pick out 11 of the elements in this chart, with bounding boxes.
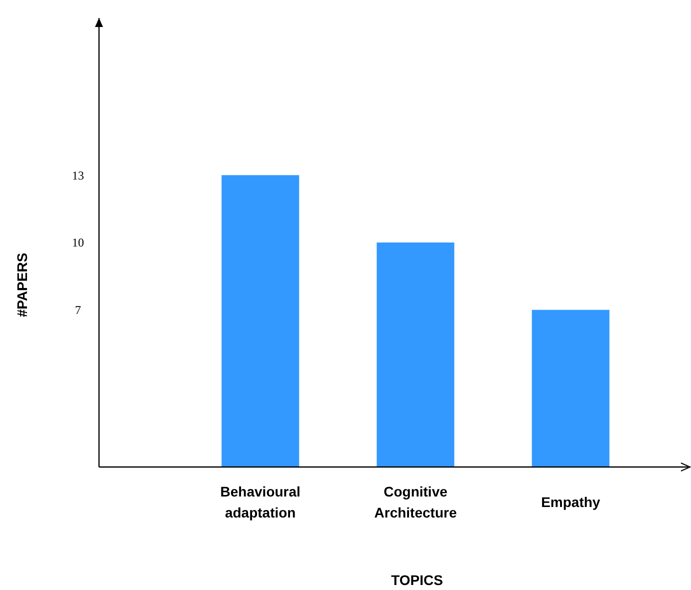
y-tick-label: 13: [72, 168, 84, 182]
x-tick-label: Behavioural adaptation: [220, 483, 300, 520]
x-axis-title: TOPICS: [391, 572, 443, 588]
y-tick-label: 7: [75, 303, 81, 318]
x-tick-label: Empathy: [541, 494, 600, 510]
y-axis-title: #PAPERS: [14, 252, 30, 318]
y-tick-label: 10: [72, 236, 84, 250]
x-tick-label: Cognitive Architecture: [374, 483, 457, 520]
bar: [532, 310, 610, 467]
bar: [222, 175, 300, 467]
bar: [376, 242, 454, 467]
